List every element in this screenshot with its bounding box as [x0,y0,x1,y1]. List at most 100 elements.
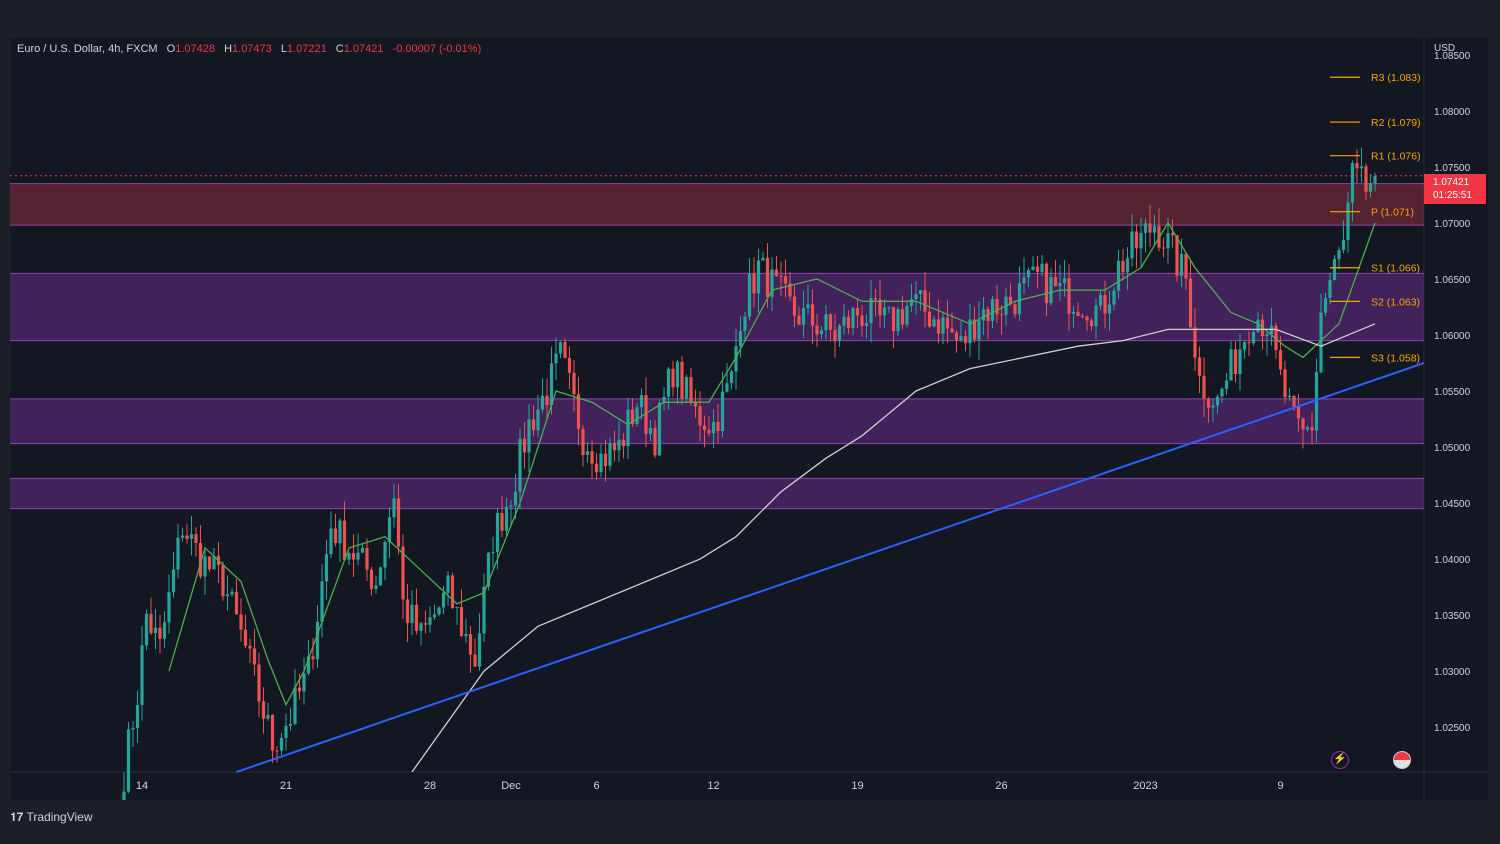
candle-32 [266,714,270,719]
x-tick-12: 12 [707,780,719,792]
candle-269 [1332,259,1337,281]
candle-154 [815,325,819,335]
candle-219 [1107,304,1112,314]
candle-11 [171,569,176,593]
candle-90 [527,419,531,453]
high-value: 1.07473 [232,43,272,55]
candle-223 [1125,258,1130,273]
candle-22 [221,564,225,597]
candle-0 [122,791,126,800]
zone-1 [10,273,1424,341]
candle-95 [549,363,554,406]
candle-170 [887,307,891,309]
candle-240 [1202,375,1206,399]
lightning-icon[interactable]: ⚡ [1331,751,1349,769]
candle-26 [239,614,243,630]
ma-fast-line [168,221,1376,707]
candle-105 [594,463,599,473]
candle-216 [1094,305,1098,327]
candle-70 [437,607,441,615]
candle-266 [1319,312,1323,373]
candle-215 [1089,320,1094,327]
candle-257 [1278,350,1283,370]
candle-201 [1026,270,1031,278]
candle-67 [423,623,428,625]
candle-224 [1130,231,1134,259]
candle-239 [1197,357,1202,376]
candle-65 [414,604,419,631]
candle-177 [918,290,923,294]
x-tick-21: 21 [280,780,292,792]
candle-183 [945,317,950,329]
candle-135 [729,371,734,384]
candle-164 [860,315,864,326]
candle-226 [1139,232,1143,249]
candle-241 [1206,398,1211,408]
candle-176 [914,293,918,300]
candle-74 [455,606,459,608]
candle-96 [554,353,558,364]
candle-128 [698,406,702,426]
candle-139 [747,273,752,317]
chart-pane[interactable]: 1.08500 1.08000 1.07500 1.07000 1.06500 1.060… [10,38,1488,800]
price-chart[interactable]: 1.08500 1.08000 1.07500 1.07000 1.06500 1.060… [10,38,1488,800]
candle-18 [203,556,207,577]
candle-238 [1193,327,1197,358]
candle-229 [1152,226,1157,233]
tradingview-logo[interactable]: 𝟏𝟕 TradingView [10,810,93,825]
candle-113 [630,409,635,424]
y-tick-10: 1.03500 [1434,611,1471,622]
candle-208 [1058,283,1062,287]
y-tick-0: 1.08500 [1434,51,1471,62]
x-tick-6: 6 [593,780,599,792]
candle-157 [828,314,833,330]
candle-171 [891,307,896,332]
candle-261 [1296,406,1301,419]
candle-72 [446,575,450,593]
candle-127 [693,401,698,407]
candle-118 [653,427,657,456]
zone-3 [10,478,1424,509]
candle-50 [347,553,351,560]
candle-200 [1022,277,1026,284]
high-label: H [224,43,233,55]
candle-85 [504,506,509,531]
y-tick-3: 1.07000 [1434,219,1471,230]
candle-247 [1233,349,1238,375]
candle-156 [824,314,828,331]
candle-249 [1242,342,1247,350]
candle-78 [473,654,477,667]
candle-66 [419,623,423,631]
candle-181 [936,319,941,334]
candle-262 [1301,418,1305,430]
candle-108 [608,443,612,466]
candle-210 [1067,278,1071,314]
candle-116 [644,395,648,434]
open-label: O [166,43,176,55]
candle-8 [158,627,162,639]
pivot-label-5: S2 (1.063) [1371,296,1420,308]
candle-193 [990,299,995,322]
y-tick-8: 1.04500 [1434,499,1471,510]
candle-187 [963,336,968,344]
candle-122 [671,368,675,388]
candle-236 [1184,253,1188,279]
candle-27 [243,629,248,646]
last-price-tag: 1.07421 01:25:51 [1424,174,1486,204]
candle-103 [585,451,590,456]
candle-140 [752,273,756,294]
candle-76 [464,634,468,637]
candle-126 [689,377,693,402]
candle-39 [297,687,302,692]
x-tick-26: 26 [995,780,1007,792]
candle-231 [1161,247,1166,249]
us-flag-icon[interactable] [1393,751,1411,769]
candle-202 [1031,266,1035,271]
x-tick-19: 19 [851,780,863,792]
candle-233 [1170,233,1175,236]
candle-275 [1359,166,1364,169]
candle-169 [882,307,887,316]
pivot-label-0: R3 (1.083) [1371,72,1421,84]
y-tick-1: 1.08000 [1434,107,1471,118]
